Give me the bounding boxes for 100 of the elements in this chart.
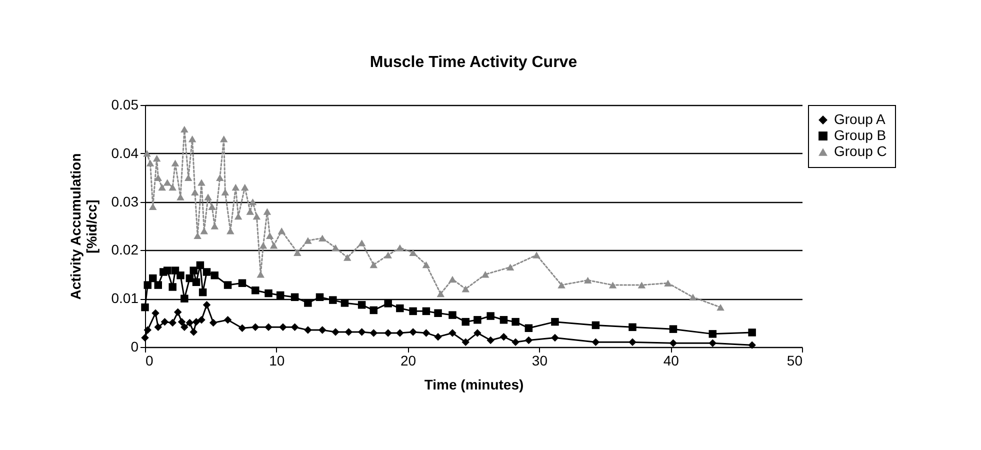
point: [141, 334, 149, 342]
point: [532, 252, 540, 258]
point: [462, 338, 470, 346]
point: [196, 261, 204, 270]
point: [481, 271, 490, 278]
point: [234, 212, 242, 220]
x-tick-label: 0: [146, 352, 154, 368]
point: [512, 318, 520, 326]
point: [358, 301, 366, 309]
point: [149, 203, 157, 210]
point: [384, 300, 392, 308]
point: [144, 281, 152, 289]
x-tick-label: 40: [663, 352, 680, 368]
point: [708, 339, 717, 347]
point: [448, 329, 456, 337]
chart-title: Muscle Time Activity Curve: [370, 54, 578, 71]
point: [422, 261, 430, 268]
point: [220, 136, 228, 142]
y-tick-label: 0.03: [111, 193, 139, 210]
point: [192, 278, 200, 286]
point: [263, 208, 272, 215]
point: [152, 154, 161, 162]
x-axis-title: Time (minutes): [424, 376, 524, 392]
legend-label: Group C: [834, 143, 887, 159]
point: [332, 244, 340, 252]
point: [506, 264, 514, 270]
point: [141, 303, 149, 312]
point: [436, 290, 445, 298]
point: [192, 318, 200, 326]
point: [343, 254, 352, 261]
point: [500, 316, 508, 324]
point: [180, 126, 188, 133]
point: [252, 286, 260, 294]
point: [329, 296, 337, 304]
point: [163, 179, 172, 186]
point: [202, 301, 211, 309]
point: [592, 338, 600, 346]
point: [168, 283, 176, 291]
point: [396, 329, 404, 337]
point: [524, 324, 533, 332]
point: [252, 323, 260, 332]
point: [248, 198, 257, 206]
point: [198, 288, 207, 296]
point: [238, 324, 246, 332]
point: [290, 323, 299, 332]
point: [551, 334, 559, 342]
point: [171, 160, 180, 166]
point: [191, 188, 199, 196]
point: [462, 286, 470, 292]
point: [638, 282, 646, 288]
point: [176, 271, 184, 280]
point: [434, 309, 442, 317]
y-tick-label: 0: [130, 338, 139, 354]
point: [154, 174, 162, 181]
point: [370, 329, 378, 337]
point: [252, 212, 261, 220]
point: [264, 289, 272, 298]
point: [628, 338, 636, 346]
point: [278, 227, 286, 234]
point: [276, 291, 284, 300]
point: [748, 328, 756, 336]
point: [198, 316, 206, 324]
point: [186, 318, 194, 327]
point: [358, 328, 366, 336]
point: [384, 329, 392, 337]
point: [474, 316, 482, 324]
point: [462, 318, 470, 326]
point: [584, 276, 592, 284]
y-axis-title: Activity Accumulation [%id/cc]: [67, 153, 100, 300]
point: [409, 328, 417, 336]
point: [259, 242, 268, 249]
point: [708, 330, 717, 338]
point: [422, 307, 430, 316]
point: [154, 281, 162, 289]
x-tick-label: 50: [786, 352, 803, 368]
point: [208, 203, 216, 210]
point: [344, 328, 353, 336]
point: [264, 323, 272, 332]
point: [384, 252, 392, 258]
point: [160, 318, 169, 326]
point: [158, 184, 166, 191]
point: [500, 332, 508, 341]
point: [256, 271, 265, 278]
point: [184, 174, 192, 181]
point: [180, 323, 188, 332]
point: [198, 179, 206, 186]
point: [154, 323, 162, 332]
point: [748, 341, 756, 349]
legend-label: Group B: [834, 127, 886, 143]
point: [168, 318, 176, 327]
point: [486, 312, 494, 320]
point: [664, 280, 672, 286]
point: [180, 294, 188, 302]
point: [592, 321, 600, 330]
point: [316, 293, 324, 302]
point: [448, 311, 456, 319]
point: [174, 308, 182, 316]
point: [204, 194, 212, 200]
point: [266, 232, 274, 240]
point: [318, 326, 326, 334]
